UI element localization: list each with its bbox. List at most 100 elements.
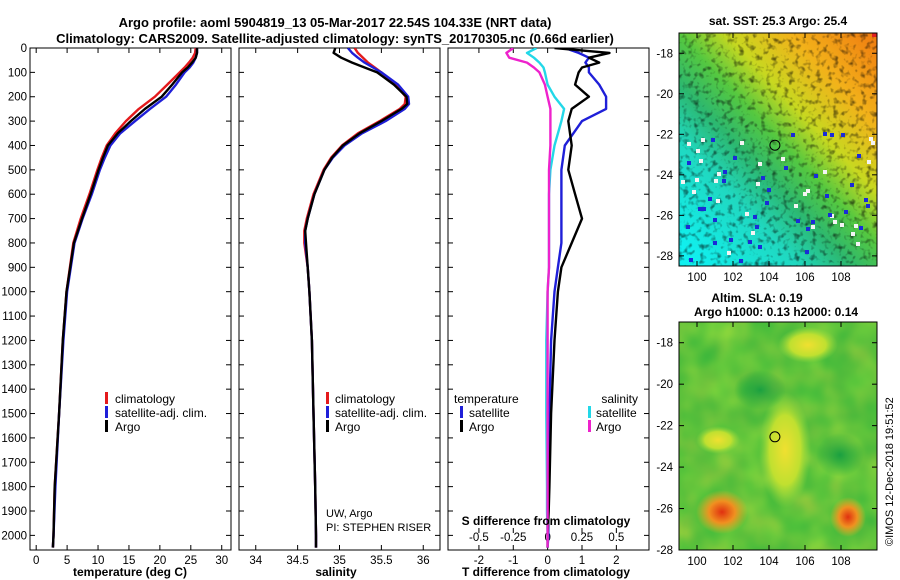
sst-cloud-pixel: [701, 138, 705, 142]
sla-positive-ridge: [759, 392, 811, 508]
source-annotation-line-2: PI: STEPHEN RISER: [326, 522, 431, 534]
sst-cloud-pixel: [844, 210, 848, 214]
sst-cloud-pixel: [823, 170, 827, 174]
x-tick-label: 15: [123, 555, 136, 567]
sst-cloud-pixels: [681, 33, 877, 263]
map-x-tick-label: 104: [759, 556, 779, 568]
depth-tick-label: 1800: [1, 482, 27, 494]
sla-map-frame: [678, 321, 878, 551]
sst-cloud-pixel: [830, 133, 834, 137]
sla-map: Altim. SLA: 0.19 Argo h1000: 0.13 h2000:…: [656, 291, 878, 568]
legend-heading-salinity: salinity: [601, 392, 638, 406]
sst-cloud-pixel: [857, 154, 861, 158]
s-diff-tick-label: 0.25: [571, 532, 593, 544]
depth-tick-label: 900: [8, 262, 27, 274]
depth-tick-label: 700: [8, 214, 27, 226]
sst-cloud-pixel: [871, 141, 875, 145]
difference-x-ticks: -2 -1 0 1 2: [474, 48, 620, 567]
depth-tick-label: 1000: [1, 287, 27, 299]
x-tick-label: 10: [92, 555, 105, 567]
sst-cloud-pixel: [811, 220, 815, 224]
x-tick-label: 30: [215, 555, 228, 567]
s-diff-tick-label: -0.25: [500, 532, 526, 544]
sst-cloud-pixel: [859, 226, 863, 230]
map-x-tick-label: 100: [687, 272, 706, 284]
depth-tick-label: 500: [8, 165, 27, 177]
sst-cloud-pixel: [866, 204, 870, 208]
depth-tick-label: 100: [8, 67, 27, 79]
sst-cloud-pixel: [756, 182, 760, 186]
map-x-tick-label: 104: [759, 272, 779, 284]
salinity-x-label: salinity: [315, 565, 357, 579]
x-tick-label: 25: [184, 555, 197, 567]
difference-x-label: T difference from climatology: [462, 565, 630, 579]
sst-cloud-pixel: [758, 245, 762, 249]
sst-cloud-pixel: [840, 223, 844, 227]
legend-swatch-argo: [105, 420, 108, 432]
sst-cloud-pixel: [729, 238, 733, 242]
map-x-tick-label: 100: [687, 556, 706, 568]
map-y-tick-label: -24: [656, 462, 673, 474]
sst-cloud-pixel: [713, 241, 717, 245]
map-y-tick-label: -18: [656, 338, 673, 350]
depth-tick-label: 1700: [1, 457, 27, 469]
sla-high-anomaly: [696, 490, 748, 534]
depth-tick-label: 2000: [1, 530, 27, 542]
temperature-plot-area: [29, 47, 232, 551]
sst-cloud-pixel: [791, 133, 795, 137]
sst-cloud-pixel: [806, 189, 810, 193]
map-x-tick-label: 102: [723, 556, 742, 568]
credit-text: ©IMOS 12-Dec-2018 19:51:52: [884, 397, 896, 546]
legend-swatch-t-satellite: [460, 406, 463, 418]
temperature-panel: 0 5 10 15 20 25 30 0 100 200 300 400 500 600 700 800 90…: [1, 43, 232, 579]
depth-tick-label: 1300: [1, 360, 27, 372]
sst-map-frame: [678, 32, 878, 267]
legend-swatch-s-argo: [588, 420, 591, 432]
map-x-tick-label: 106: [795, 556, 814, 568]
sst-cloud-pixel: [692, 190, 696, 194]
legend-heading-temperature: temperature: [454, 392, 519, 406]
sst-cloud-pixel: [711, 138, 715, 142]
x-tick-label: 34: [249, 555, 262, 567]
argo-float-marker: [769, 139, 781, 151]
map-y-tick-label: -26: [656, 504, 673, 516]
sst-cloud-pixel: [723, 170, 727, 174]
x-tick-label: 1: [579, 555, 585, 567]
legend-label-climatology: climatology: [115, 392, 175, 406]
depth-tick-label: 800: [8, 238, 27, 250]
sst-cloud-pixel: [699, 159, 703, 163]
map-y-tick-label: -18: [656, 48, 673, 60]
salinity-plot-area: [238, 47, 441, 551]
depth-tick-label: 0: [21, 43, 27, 55]
temperature-profiles: [51, 48, 199, 548]
legend-swatch-argo: [326, 420, 329, 432]
x-tick-label: -2: [474, 555, 484, 567]
sst-cloud-pixel: [761, 176, 765, 180]
sst-cloud-pixel: [716, 199, 720, 203]
sst-cloud-pixel: [806, 227, 810, 231]
legend-label-satellite: satellite-adj. clim.: [335, 406, 427, 420]
x-tick-label: 34.5: [286, 555, 308, 567]
sst-cloud-pixel: [758, 162, 762, 166]
legend-label-argo: Argo: [115, 420, 141, 434]
salinity-x-ticks: 34 34.5 35 35.5 36: [249, 48, 430, 567]
sst-cloud-pixel: [765, 201, 769, 205]
map-y-tick-label: -20: [656, 379, 673, 391]
legend-label-s-satellite: satellite: [596, 406, 637, 420]
x-tick-label: 35.5: [370, 555, 392, 567]
sst-cloud-pixel: [767, 188, 771, 192]
sst-cloud-pixel: [714, 179, 718, 183]
salinity-legend: climatology satellite-adj. clim. Argo: [326, 392, 427, 434]
x-tick-label: 0: [33, 555, 39, 567]
legend-label-satellite: satellite-adj. clim.: [115, 406, 207, 420]
map-x-tick-label: 106: [795, 272, 814, 284]
sst-cloud-pixel: [687, 142, 691, 146]
sst-cloud-pixel: [748, 240, 752, 244]
sst-cloud-pixel: [869, 137, 873, 141]
sst-cloud-pixel: [753, 215, 757, 219]
series-line-argo: [51, 48, 199, 548]
sst-cloud-pixel: [828, 213, 832, 217]
legend-swatch-satellite: [326, 406, 329, 418]
sst-cloud-pixel: [681, 180, 685, 184]
